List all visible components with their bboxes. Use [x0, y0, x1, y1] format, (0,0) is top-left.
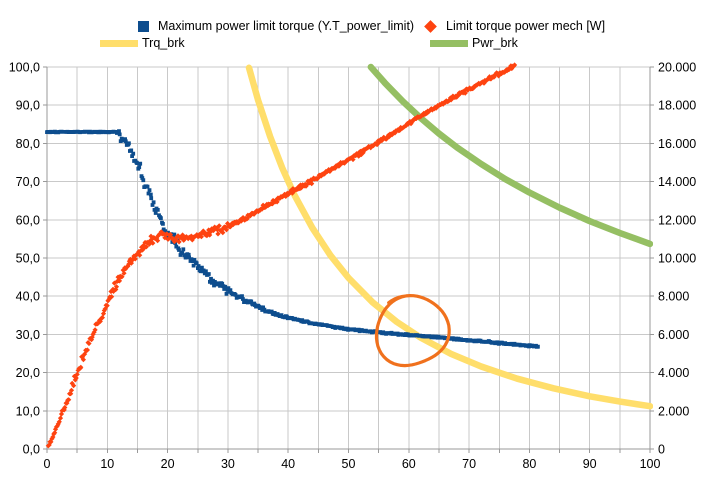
x-tick-label: 90 — [583, 457, 597, 471]
maximum-power-limit-torque-y-t-power-limit-scatter-series — [45, 129, 540, 349]
x-tick-label: 60 — [402, 457, 416, 471]
right-y-tick-label: 6.000 — [658, 328, 689, 342]
right-y-tick-label: 8.000 — [658, 290, 689, 304]
legend-label: Limit torque power mech [W] — [446, 19, 606, 33]
left-y-tick-label: 70,0 — [16, 175, 40, 189]
yellow-line-marker-icon — [100, 39, 138, 47]
x-tick-label: 20 — [161, 457, 175, 471]
orange-diamond-marker-icon — [424, 19, 437, 33]
x-tick-label: 100 — [640, 457, 661, 471]
legend-item-limit-torque-power-mech: Limit torque power mech [W] — [424, 19, 605, 33]
legend-label: Maximum power limit torque (Y.T_power_li… — [158, 19, 415, 33]
right-y-tick-label: 2.000 — [658, 404, 689, 418]
right-y-tick-label: 4.000 — [658, 366, 689, 380]
left-y-tick-label: 100,0 — [9, 61, 40, 75]
legend-item-trq-brk: Trq_brk — [100, 36, 185, 50]
limit-torque-power-mech-w-scatter-series — [45, 62, 518, 449]
right-y-tick-label: 14.000 — [658, 175, 696, 189]
x-tick-label: 40 — [281, 457, 295, 471]
hand-drawn-circle-annotation — [374, 294, 451, 368]
left-y-tick-label: 20,0 — [16, 366, 40, 380]
legend-label: Pwr_brk — [472, 36, 518, 50]
right-y-tick-label: 10.000 — [658, 252, 696, 266]
left-y-tick-label: 0,0 — [23, 443, 40, 457]
legend-label: Trq_brk — [142, 36, 185, 50]
left-y-tick-label: 30,0 — [16, 328, 40, 342]
blue-square-marker-icon — [138, 20, 149, 32]
right-y-tick-label: 0 — [658, 443, 665, 457]
left-y-tick-label: 60,0 — [16, 213, 40, 227]
x-tick-label: 0 — [44, 457, 51, 471]
left-y-tick-label: 50,0 — [16, 252, 40, 266]
left-y-tick-label: 40,0 — [16, 290, 40, 304]
right-y-tick-label: 16.000 — [658, 137, 696, 151]
right-y-tick-label: 12.000 — [658, 213, 696, 227]
green-line-marker-icon — [430, 39, 468, 47]
axis-labels: 0 10 20 30 40 50 60 70 80 90 100 0,0 10,0 20,0 30,0 40,… — [9, 61, 697, 472]
right-y-tick-label: 18.000 — [658, 99, 696, 113]
x-tick-label: 50 — [342, 457, 356, 471]
legend-item-max-power-limit-torque: Maximum power limit torque (Y.T_power_li… — [138, 19, 414, 33]
left-y-tick-label: 80,0 — [16, 137, 40, 151]
x-tick-label: 30 — [221, 457, 235, 471]
x-tick-label: 70 — [462, 457, 476, 471]
right-y-tick-label: 20.000 — [658, 61, 696, 75]
left-y-tick-label: 10,0 — [16, 404, 40, 418]
legend-item-pwr-brk: Pwr_brk — [430, 36, 518, 50]
chart-legend: Maximum power limit torque (Y.T_power_li… — [0, 0, 721, 56]
pwr-brk-line-series — [367, 63, 653, 248]
left-y-tick-label: 90,0 — [16, 99, 40, 113]
gridlines — [47, 66, 651, 449]
x-tick-label: 10 — [100, 457, 114, 471]
x-tick-label: 80 — [522, 457, 536, 471]
